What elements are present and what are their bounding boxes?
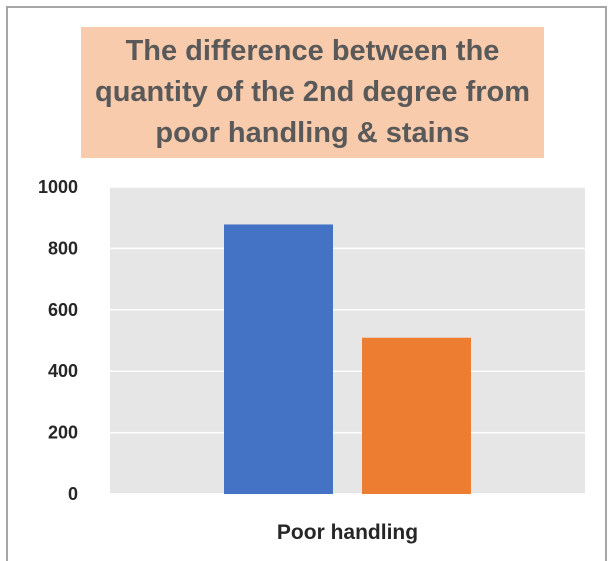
plot-area [110, 187, 585, 494]
y-tick-label: 0 [68, 484, 78, 504]
chart-title: The difference between the quantity of t… [94, 35, 531, 149]
bars [224, 224, 471, 495]
y-tick-label: 1000 [38, 177, 78, 197]
y-tick-label: 200 [48, 423, 78, 443]
chart-title-box: The difference between the quantity of t… [81, 27, 544, 158]
y-tick-label: 600 [48, 300, 78, 320]
y-axis-tick-labels: 0 200 400 600 800 1000 [38, 177, 78, 504]
bar-series-2 [362, 337, 471, 494]
y-tick-label: 800 [48, 238, 78, 258]
gridlines [110, 186, 585, 495]
y-tick-label: 400 [48, 361, 78, 381]
x-axis-category-labels: Poor handling [277, 521, 418, 544]
x-category-label: Poor handling [277, 521, 418, 544]
bar-series-1 [224, 224, 333, 495]
